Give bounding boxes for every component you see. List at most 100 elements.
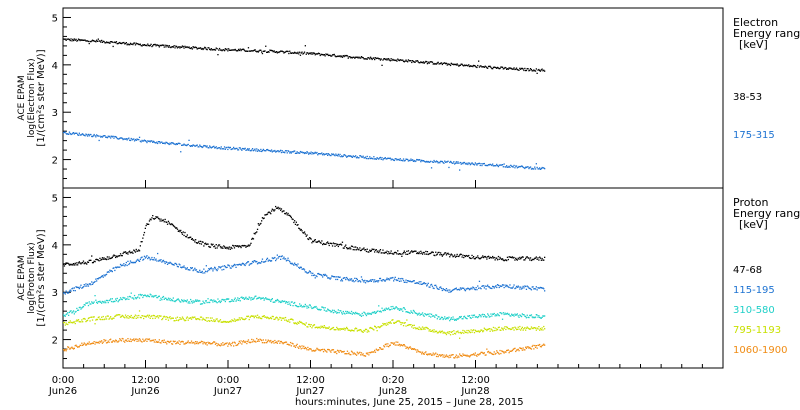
data-point: [447, 331, 449, 333]
data-point: [125, 42, 127, 44]
data-point: [404, 60, 406, 62]
data-point: [134, 138, 137, 141]
data-point: [184, 300, 186, 302]
data-point: [228, 264, 230, 266]
data-point: [416, 252, 418, 255]
data-point: [285, 260, 288, 262]
data-point: [137, 296, 139, 298]
data-point: [171, 223, 174, 226]
data-point: [333, 351, 335, 353]
data-point: [331, 309, 334, 311]
data-point: [495, 165, 497, 167]
data-point: [399, 253, 401, 255]
data-point: [404, 281, 406, 283]
data-point: [499, 285, 501, 287]
data-point: [134, 314, 137, 316]
data-point: [357, 248, 359, 250]
data-point: [473, 332, 476, 334]
data-point: [213, 145, 215, 147]
data-point: [101, 135, 103, 138]
data-point: [275, 317, 277, 319]
data-point: [521, 326, 523, 328]
data-point: [208, 320, 210, 322]
data-point: [313, 306, 316, 308]
data-point: [264, 214, 266, 216]
data-point: [303, 231, 306, 233]
data-point: [135, 317, 137, 319]
data-point: [348, 329, 350, 331]
data-point: [469, 317, 471, 319]
data-point: [223, 299, 225, 301]
data-point: [197, 318, 199, 320]
data-point: [259, 262, 261, 264]
data-point: [335, 329, 337, 331]
data-point: [216, 302, 218, 304]
data-point: [472, 65, 474, 68]
data-point: [65, 350, 67, 352]
data-point: [207, 269, 209, 272]
data-point: [405, 325, 407, 327]
data-point: [499, 349, 501, 352]
data-point: [203, 245, 205, 247]
data-point: [533, 69, 535, 71]
data-point: [211, 299, 213, 302]
data-point: [143, 255, 146, 257]
data-point: [289, 262, 292, 264]
data-point: [97, 259, 99, 261]
data-point: [423, 251, 425, 254]
data-point: [77, 286, 79, 288]
data-point: [88, 283, 90, 285]
data-point: [293, 150, 295, 152]
data-point: [227, 321, 229, 323]
data-point: [419, 159, 421, 161]
data-point: [207, 317, 209, 319]
data-point: [217, 147, 219, 149]
data-point: [98, 260, 100, 262]
data-point: [355, 312, 358, 315]
data-point: [489, 163, 491, 165]
data-point: [299, 267, 301, 269]
data-point: [66, 133, 68, 135]
data-point: [398, 343, 401, 345]
data-point: [72, 39, 75, 42]
data-point: [485, 316, 487, 318]
data-point: [518, 69, 520, 71]
data-point: [220, 247, 222, 249]
data-point: [518, 286, 520, 288]
data-point: [517, 348, 519, 350]
data-point: [184, 144, 186, 146]
data-point: [90, 133, 92, 136]
data-point: [261, 342, 264, 344]
data-point: [130, 43, 132, 45]
data-point: [185, 342, 187, 344]
data-point: [474, 65, 476, 67]
data-point: [275, 316, 278, 318]
data-point: [384, 309, 386, 311]
data-point: [97, 278, 99, 280]
data-point: [327, 309, 330, 311]
data-point: [522, 285, 524, 288]
data-point: [76, 286, 78, 289]
data-point: [428, 62, 430, 64]
data-point: [129, 315, 131, 318]
data-point: [258, 224, 260, 226]
x-tick-label: 12:00: [461, 375, 490, 386]
data-point: [459, 287, 462, 289]
electron-ytick-label: 2: [52, 156, 58, 167]
data-point: [144, 294, 146, 296]
data-point: [149, 44, 151, 47]
data-point: [522, 314, 524, 316]
data-point: [160, 315, 162, 317]
data-point: [478, 287, 480, 289]
data-point: [541, 344, 543, 347]
data-point: [206, 320, 208, 322]
data-point: [523, 69, 525, 72]
data-point: [421, 328, 423, 331]
data-point: [376, 310, 378, 313]
data-point: [190, 267, 193, 270]
data-point: [219, 345, 222, 347]
data-point: [369, 58, 371, 60]
data-point: [393, 343, 395, 345]
data-point: [68, 311, 71, 314]
data-point: [321, 54, 323, 56]
